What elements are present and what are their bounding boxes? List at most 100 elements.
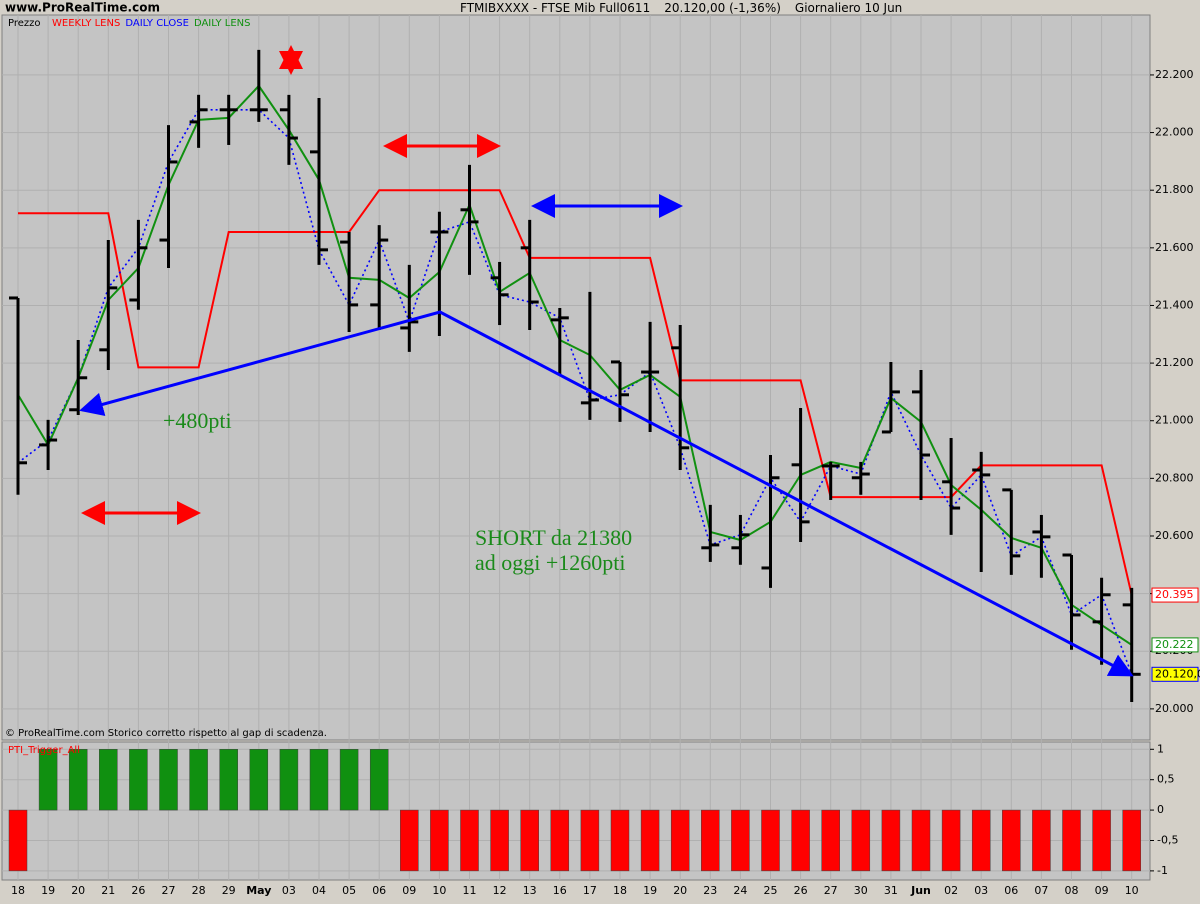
- y-tick-label: -0,5: [1157, 833, 1178, 846]
- footer-note: © ProRealTime.com Storico corretto rispe…: [5, 728, 327, 739]
- x-tick-label: 20: [71, 884, 85, 897]
- bar: [279, 749, 299, 811]
- last-value-label: 20.222: [1155, 638, 1194, 651]
- y-tick-label: 20.600: [1155, 529, 1194, 542]
- bar: [129, 749, 148, 811]
- bar: [640, 809, 660, 872]
- x-tick-label: May: [246, 884, 271, 897]
- y-tick-label: 21.000: [1155, 414, 1194, 427]
- x-tick-label: 17: [583, 884, 597, 897]
- x-tick-label: 31: [884, 884, 898, 897]
- y-tick-label: 0,5: [1157, 773, 1175, 786]
- bar: [339, 749, 359, 811]
- x-tick-label: 27: [824, 884, 838, 897]
- x-tick-label: 18: [613, 884, 627, 897]
- x-tick-label: 23: [703, 884, 717, 897]
- bar: [731, 809, 750, 872]
- bar: [369, 749, 389, 811]
- x-tick-label: 30: [854, 884, 868, 897]
- last-value-box: [1151, 666, 1199, 682]
- legend-entry: DAILY LENS: [194, 18, 251, 29]
- trend-line: [79, 310, 1134, 677]
- x-tick-label: 19: [643, 884, 657, 897]
- header: FTMIBXXXX - FTSE Mib Full0611 20.120,00 (…: [460, 1, 902, 15]
- bar: [580, 809, 600, 872]
- y-tick-label: 21.400: [1155, 298, 1194, 311]
- series-line: [17, 109, 1133, 675]
- x-tick-label: 26: [131, 884, 145, 897]
- bar: [430, 809, 449, 872]
- header-title: FTMIBXXXX - FTSE Mib Full0611: [460, 1, 650, 15]
- x-tick-label: 26: [794, 884, 808, 897]
- bar: [1062, 809, 1081, 872]
- legend-entry: WEEKLY LENS: [52, 18, 120, 29]
- annotation: ad oggi +1260pti: [475, 550, 626, 575]
- bar: [941, 809, 961, 872]
- bar: [761, 809, 780, 872]
- bar: [219, 749, 238, 811]
- x-tick-label: 10: [432, 884, 446, 897]
- drawings: [79, 45, 1134, 677]
- x-tick-label: 12: [493, 884, 507, 897]
- bar: [309, 749, 329, 811]
- x-tick-label: 28: [192, 884, 206, 897]
- price-panel: [1, 14, 1151, 741]
- bar: [1002, 809, 1021, 872]
- last-value-label: 20.395: [1155, 588, 1194, 601]
- x-tick-label: 08: [1065, 884, 1079, 897]
- x-tick-label: 06: [372, 884, 386, 897]
- y-tick-label: -1: [1157, 864, 1168, 877]
- legend-entry: DAILY CLOSE: [125, 18, 189, 29]
- x-tick-label: 18: [11, 884, 25, 897]
- bar: [400, 809, 419, 872]
- x-tick-label: 07: [1034, 884, 1048, 897]
- x-tick-label: 03: [282, 884, 296, 897]
- x-tick-label: Jun: [910, 884, 931, 897]
- bar: [159, 749, 178, 811]
- x-tick-label: 20: [673, 884, 687, 897]
- x-tick-label: 21: [101, 884, 115, 897]
- x-tick-label: 09: [402, 884, 416, 897]
- x-tick-label: 02: [944, 884, 958, 897]
- header-quote: 20.120,00 (-1,36%): [664, 1, 781, 15]
- bar: [610, 809, 630, 872]
- x-tick-label: 06: [1004, 884, 1018, 897]
- x-tick-label: 10: [1125, 884, 1139, 897]
- y-label: Prezzo: [8, 18, 41, 29]
- bar: [1092, 809, 1111, 872]
- bar: [881, 809, 901, 872]
- x-tick-label: 25: [764, 884, 778, 897]
- bar: [460, 809, 479, 872]
- bar: [520, 809, 539, 872]
- x-tick-label: 09: [1095, 884, 1109, 897]
- bar: [38, 749, 58, 811]
- site: www.ProRealTime.com: [5, 1, 160, 15]
- bar: [8, 809, 28, 872]
- y-tick-label: 20.000: [1155, 702, 1194, 715]
- x-tick-label: 05: [342, 884, 356, 897]
- y-tick-label: 22.200: [1155, 68, 1194, 81]
- bar: [791, 809, 810, 872]
- header-period: Giornaliero 10 Jun: [795, 1, 902, 15]
- last-value-label: 20.120,0: [1155, 667, 1200, 680]
- bar: [249, 749, 269, 811]
- bar: [189, 749, 208, 811]
- x-tick-label: 29: [222, 884, 236, 897]
- x-tick-label: 04: [312, 884, 326, 897]
- y-tick-label: 21.600: [1155, 241, 1194, 254]
- bar: [1032, 809, 1051, 872]
- y-tick-label: 0: [1157, 803, 1164, 816]
- bar: [971, 809, 991, 872]
- x-tick-label: 11: [463, 884, 477, 897]
- annotation: +480pti: [163, 408, 232, 433]
- bar: [670, 809, 690, 872]
- y-tick-label: 1: [1157, 742, 1164, 755]
- bar: [550, 809, 570, 872]
- bar: [1122, 809, 1141, 872]
- indicator-title: PTI_Trigger_All: [8, 745, 80, 756]
- x-tick-label: 19: [41, 884, 55, 897]
- y-tick-label: 20.800: [1155, 471, 1194, 484]
- x-tick-label: 03: [974, 884, 988, 897]
- y-tick-label: 22.000: [1155, 126, 1194, 139]
